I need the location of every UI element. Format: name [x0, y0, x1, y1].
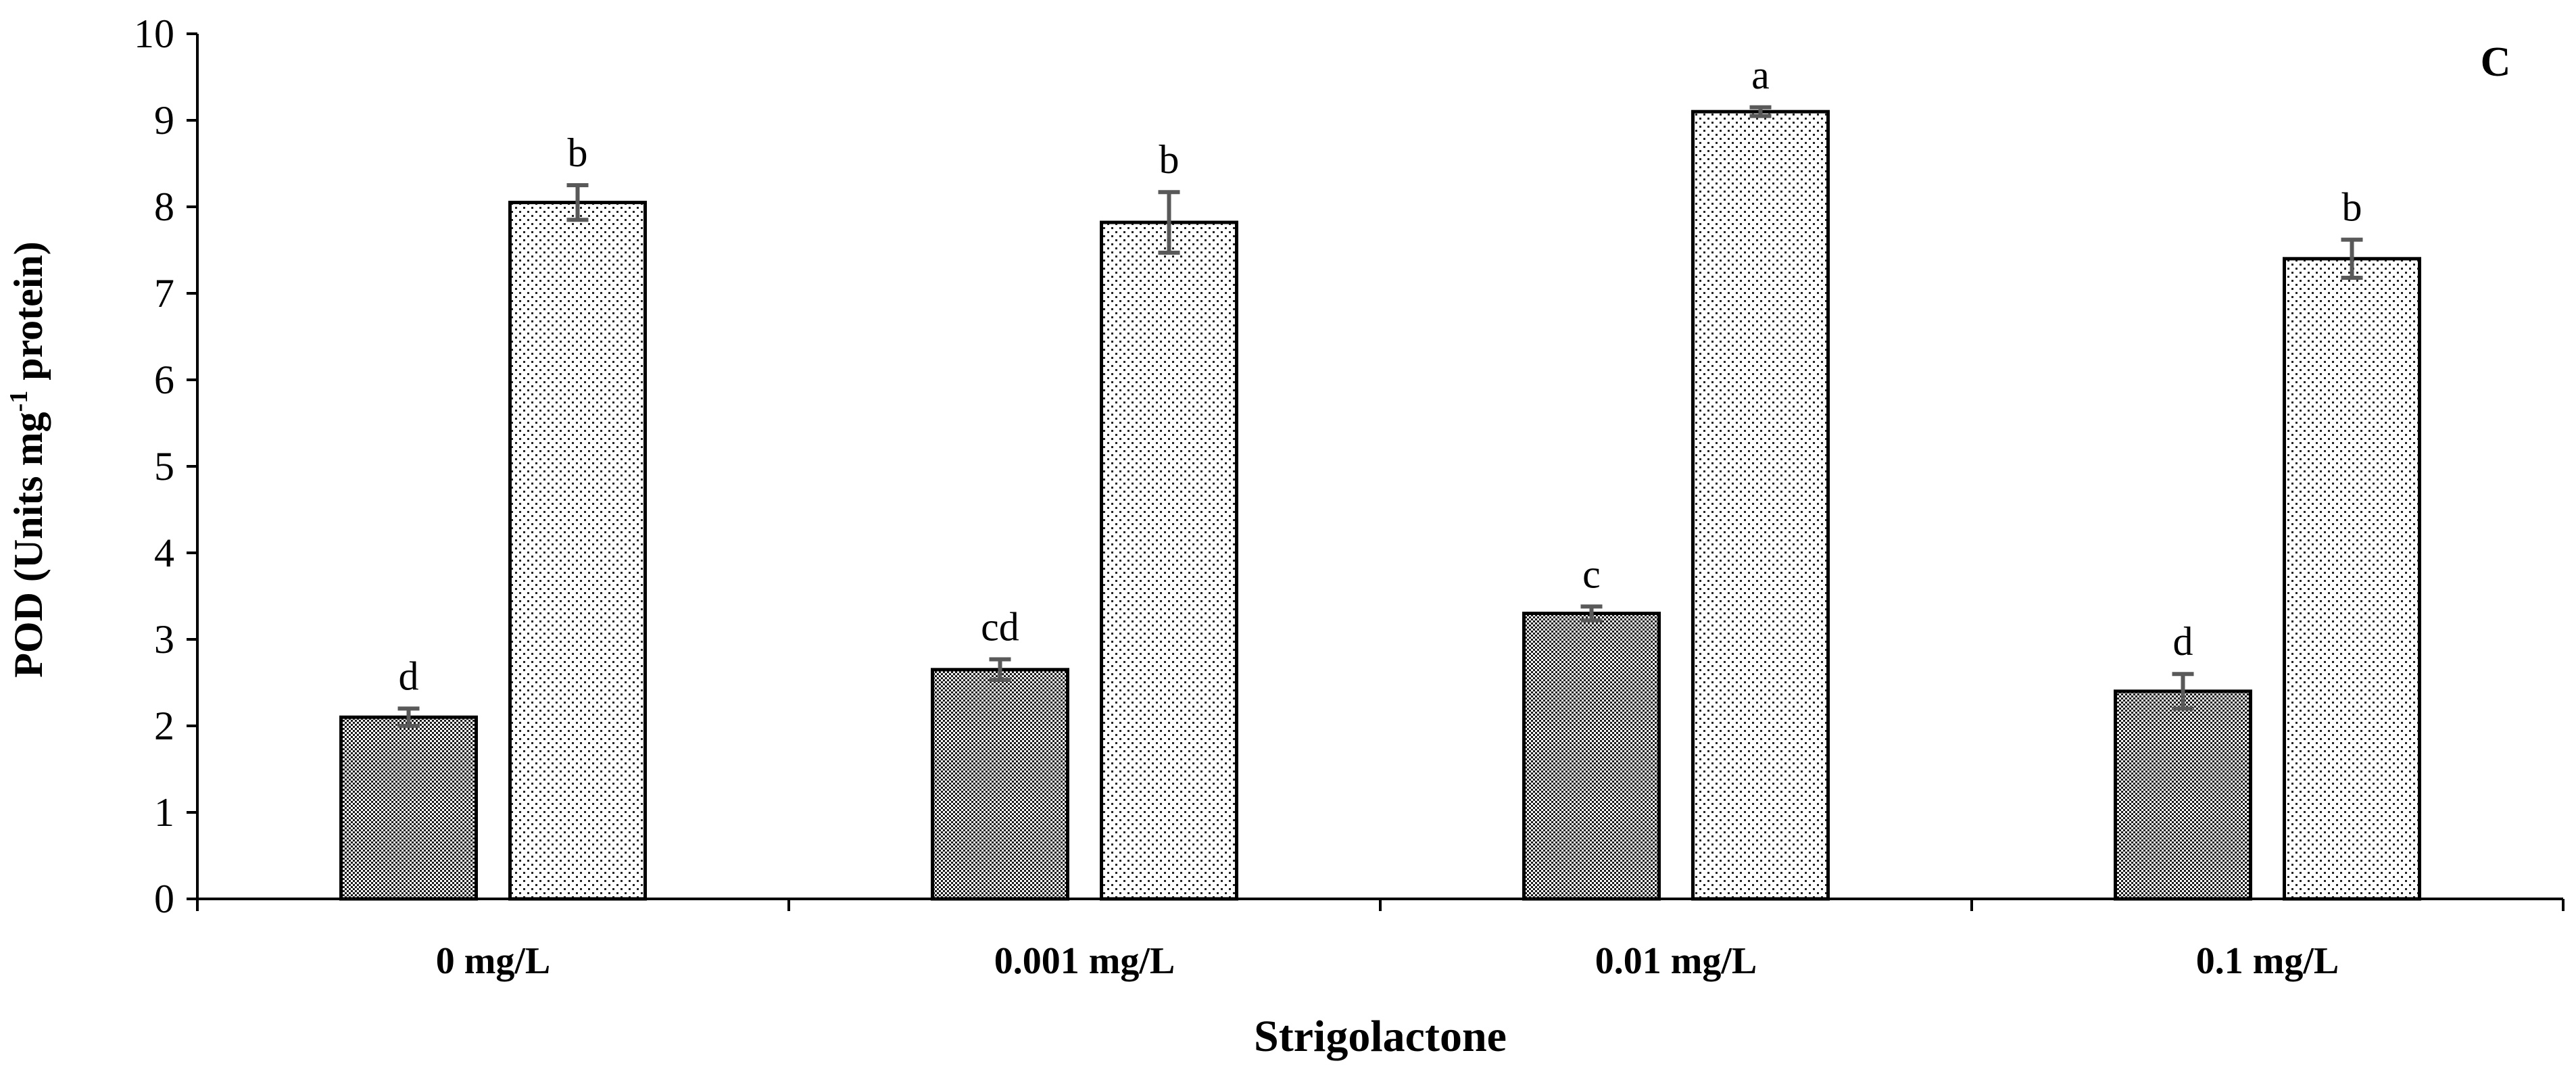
y-tick-label: 9: [154, 98, 174, 143]
significance-label: d: [399, 654, 419, 698]
significance-label: b: [2342, 185, 2362, 230]
bar: [2114, 689, 2252, 901]
y-tick-label: 2: [154, 704, 174, 748]
x-axis-title: Strigolactone: [1254, 1012, 1507, 1061]
y-tick-label: 10: [134, 11, 174, 56]
significance-label: b: [568, 130, 588, 175]
bar: [339, 715, 478, 901]
x-tick-label: 0.01 mg/L: [1595, 940, 1757, 982]
significance-label: c: [1582, 552, 1601, 596]
y-tick-label: 8: [154, 185, 174, 229]
bar: [931, 668, 1069, 901]
significance-label: a: [1751, 53, 1770, 97]
significance-label: b: [1159, 137, 1180, 182]
y-axis-title-main: POD (Units mg: [6, 412, 51, 677]
y-tick-label: 7: [154, 271, 174, 316]
bar: [1100, 220, 1238, 901]
y-axis-title-superscript: -1: [5, 391, 33, 412]
bar: [508, 201, 647, 901]
y-tick-label: 6: [154, 358, 174, 402]
bar: [1522, 612, 1661, 901]
x-tick-label: 0 mg/L: [436, 940, 551, 982]
y-axis-title: POD (Units mg-1 protein): [5, 241, 51, 678]
x-tick-label: 0.001 mg/L: [994, 940, 1175, 982]
significance-label: d: [2173, 619, 2193, 664]
significance-label: cd: [981, 604, 1019, 649]
x-tick-label: 0.1 mg/L: [2196, 940, 2339, 982]
bar: [2283, 257, 2421, 901]
y-tick-label: 4: [154, 531, 174, 575]
y-axis-title-tail: protein): [6, 241, 51, 391]
y-tick-label: 5: [154, 444, 174, 489]
y-tick-label: 1: [154, 790, 174, 835]
panel-label: C: [2481, 39, 2511, 85]
bar: [1691, 109, 1830, 901]
y-tick-label: 3: [154, 617, 174, 662]
y-tick-label: 0: [154, 877, 174, 921]
plot-area: 0 1 2 3 4 5 6 7 8 9 10 0 mg/L 0.001 mg/L 0.01 mg/L 0.1…: [134, 11, 2565, 982]
